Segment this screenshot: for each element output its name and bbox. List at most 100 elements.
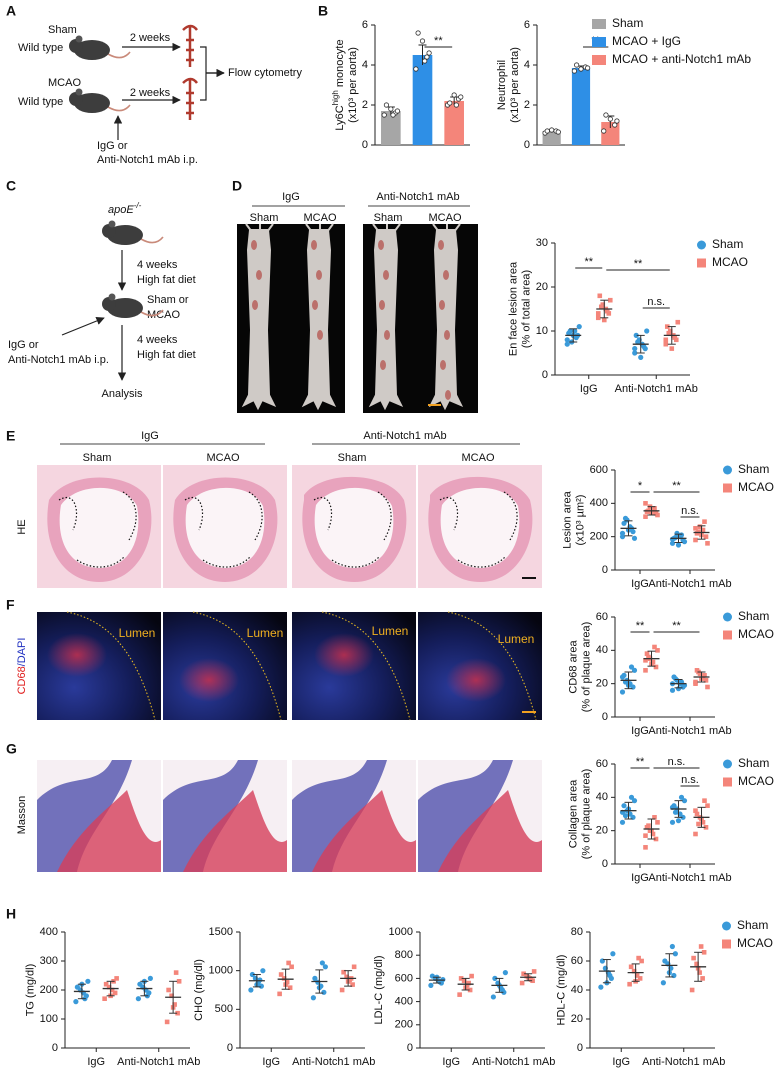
data-point [705, 684, 710, 690]
label-part: HDL-C (mg/dl) [556, 955, 568, 1026]
data-point [394, 108, 401, 114]
chart: 0 200 400 600 800 1000 LDL-C (mg/dl) IgG Anti-No… [373, 926, 555, 1068]
muscle [183, 790, 287, 872]
data-point [697, 524, 703, 529]
data-point [675, 542, 682, 548]
significance-label: n.s. [681, 774, 699, 786]
mouse-head [102, 224, 116, 238]
label: 4 weeks [137, 259, 178, 271]
column-header: Sham [83, 452, 112, 464]
data-point [312, 975, 318, 982]
data-point [277, 991, 282, 997]
data-point [502, 970, 508, 976]
mouse-ear [75, 35, 83, 43]
data-point [310, 995, 316, 1001]
y-tick-label: 20 [596, 678, 608, 690]
column-header: Sham [374, 212, 403, 224]
x-tick-label: Anti-Notch1 mAb [615, 383, 698, 395]
significance-label: ** [634, 258, 643, 270]
data-point [672, 335, 678, 340]
lesion-spot [444, 330, 450, 340]
lumen [314, 487, 394, 568]
mouse-head [102, 297, 116, 311]
y-tick-label: 40 [571, 984, 583, 996]
bar [381, 111, 401, 145]
data-point [381, 112, 387, 118]
data-point [85, 978, 91, 984]
significance-label: n.s. [647, 296, 665, 308]
data-point [573, 62, 580, 68]
data-point [669, 540, 676, 546]
label-part: (% of plaque area) [581, 769, 593, 860]
data-point [319, 960, 325, 966]
data-point [635, 339, 641, 345]
y-tick-label: 600 [590, 464, 608, 476]
collagen [163, 760, 258, 872]
data-point [73, 999, 79, 1005]
data-point [619, 689, 626, 695]
label-part: LDL-C (mg/dl) [373, 955, 385, 1024]
data-point [419, 38, 426, 44]
data-point [678, 794, 685, 800]
label-part: (x10³ per aorta) [347, 47, 359, 123]
data-point [614, 118, 620, 124]
data-point [499, 987, 505, 993]
y-tick-label: 0 [52, 1042, 58, 1054]
label-part: Neutrophil [496, 60, 508, 110]
data-point [644, 651, 650, 656]
label: Flow cytometry [228, 67, 302, 79]
significance-label: ** [672, 620, 681, 632]
label-part: Ly6C [334, 105, 346, 130]
column-header: Sham [338, 452, 367, 464]
legend-label: MCAO [738, 480, 774, 494]
data-point [350, 982, 355, 987]
y-axis-label: (x10³ per aorta) [509, 47, 521, 123]
x-tick-label: Anti-Notch1 mAb [642, 1056, 725, 1068]
lesion-spot [443, 270, 449, 280]
data-point [428, 982, 434, 988]
lesion-spot [256, 270, 262, 280]
column-header: Sham [250, 212, 279, 224]
muscle [312, 790, 416, 872]
data-point [622, 813, 629, 819]
legend-marker [723, 759, 732, 769]
bar [412, 55, 433, 145]
data-point [694, 961, 699, 967]
data-point [663, 337, 669, 343]
label-part: /DAPI [16, 638, 28, 667]
bar [444, 101, 464, 145]
plaque-outline [58, 491, 137, 568]
superscript: -/- [134, 201, 142, 210]
y-tick-label: 0 [577, 1042, 583, 1054]
aorta-specimen [428, 223, 464, 411]
row-label: HE [16, 519, 28, 534]
legend-label: MCAO [738, 627, 774, 641]
chart: 0 2 4 6 Ly6Chigh monocyte (x10³ per aorta) ** [330, 19, 470, 151]
x-tick-label: IgG [631, 725, 649, 737]
column-header: MCAO [462, 452, 495, 464]
y-tick-label: 2 [524, 99, 530, 111]
data-point [595, 315, 601, 321]
column-header: MCAO [429, 212, 462, 224]
data-point [653, 836, 659, 842]
y-axis-label: TG (mg/dl) [24, 964, 36, 1017]
muscle [57, 790, 161, 872]
data-point [74, 984, 80, 990]
legend-label: Sham [738, 462, 769, 476]
significance-label: ** [636, 620, 645, 632]
y-tick-label: 1000 [209, 965, 233, 977]
data-point [631, 968, 637, 974]
data-point [644, 328, 650, 334]
cd68-signal [314, 633, 374, 677]
data-point [531, 969, 537, 974]
row-label: Masson [16, 796, 28, 835]
label-part: apoE [108, 204, 134, 216]
data-point [258, 983, 264, 989]
data-point [106, 984, 112, 990]
y-tick-label: 80 [571, 926, 583, 938]
data-point [627, 981, 632, 987]
data-point [601, 128, 607, 134]
data-point [637, 976, 643, 981]
data-point [664, 324, 670, 329]
